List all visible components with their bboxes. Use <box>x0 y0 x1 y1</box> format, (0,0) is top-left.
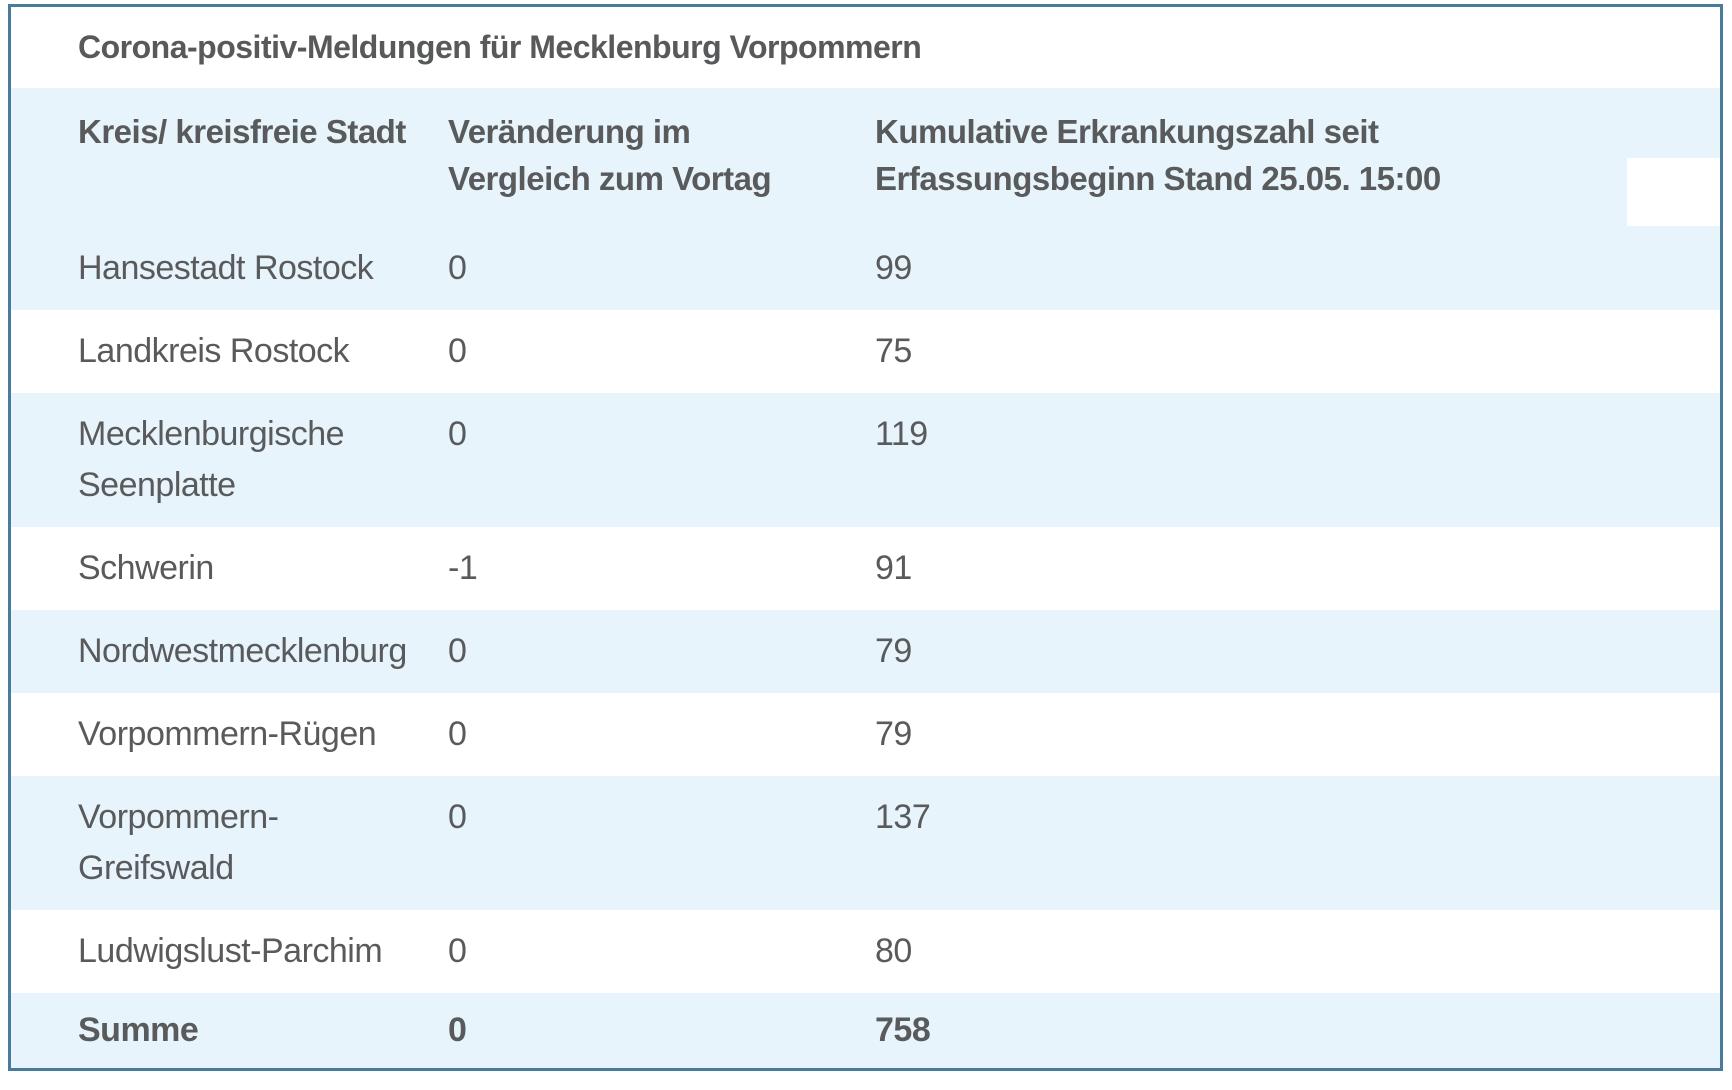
header-line: Erfassungsbeginn Stand 25.05. 15:00 <box>875 160 1441 197</box>
cell-kumulativ: 80 <box>875 910 1720 993</box>
cell-veraenderung: -1 <box>448 527 875 610</box>
cell-veraenderung: 0 <box>448 610 875 693</box>
table-row: Nordwestmecklenburg 0 79 <box>11 610 1720 693</box>
table-row: Vorpommern-Greifswald 0 137 <box>11 776 1720 910</box>
column-header-kumulativ: Kumulative Erkrankungszahl seit Erfassun… <box>875 88 1720 227</box>
corona-table-panel: Corona-positiv-Meldungen für Mecklenburg… <box>8 4 1723 1071</box>
cell-kreis: Landkreis Rostock <box>11 310 448 393</box>
corona-table: Kreis/ kreisfreie Stadt Veränderung im V… <box>11 88 1720 1068</box>
cell-kumulativ: 119 <box>875 393 1720 527</box>
cell-kreis: Nordwestmecklenburg <box>11 610 448 693</box>
cell-kumulativ: 758 <box>875 993 1720 1068</box>
header-line: Kumulative Erkrankungszahl seit <box>875 113 1379 150</box>
cell-kumulativ: 91 <box>875 527 1720 610</box>
cell-kreis: Vorpommern-Rügen <box>11 693 448 776</box>
cell-kumulativ: 137 <box>875 776 1720 910</box>
column-header-veraenderung: Veränderung im Vergleich zum Vortag <box>448 88 875 227</box>
table-row: Vorpommern-Rügen 0 79 <box>11 693 1720 776</box>
header-line: Kreis/ kreisfreie Stadt <box>78 113 406 150</box>
cell-kreis: Schwerin <box>11 527 448 610</box>
column-header-kreis: Kreis/ kreisfreie Stadt <box>11 88 448 227</box>
table-row: Ludwigslust-Parchim 0 80 <box>11 910 1720 993</box>
cell-kumulativ: 79 <box>875 693 1720 776</box>
cell-kumulativ: 75 <box>875 310 1720 393</box>
cell-kumulativ: 79 <box>875 610 1720 693</box>
cell-kumulativ: 99 <box>875 227 1720 310</box>
table-title: Corona-positiv-Meldungen für Mecklenburg… <box>11 7 1720 88</box>
header-line: Veränderung im <box>448 113 691 150</box>
cell-veraenderung: 0 <box>448 227 875 310</box>
summary-row: Summe 0 758 <box>11 993 1720 1068</box>
cell-kreis: Summe <box>11 993 448 1068</box>
header-line: Vergleich zum Vortag <box>448 160 772 197</box>
cell-kreis: Mecklenburgische Seenplatte <box>11 393 448 527</box>
cell-veraenderung: 0 <box>448 393 875 527</box>
table-row: Schwerin -1 91 <box>11 527 1720 610</box>
table-row: Landkreis Rostock 0 75 <box>11 310 1720 393</box>
header-row: Kreis/ kreisfreie Stadt Veränderung im V… <box>11 88 1720 227</box>
table-row: Hansestadt Rostock 0 99 <box>11 227 1720 310</box>
cell-kreis: Vorpommern-Greifswald <box>11 776 448 910</box>
cell-veraenderung: 0 <box>448 693 875 776</box>
cell-veraenderung: 0 <box>448 310 875 393</box>
cell-veraenderung: 0 <box>448 993 875 1068</box>
cell-veraenderung: 0 <box>448 910 875 993</box>
cell-veraenderung: 0 <box>448 776 875 910</box>
white-overlay-box <box>1627 158 1720 226</box>
cell-kreis: Hansestadt Rostock <box>11 227 448 310</box>
cell-kreis: Ludwigslust-Parchim <box>11 910 448 993</box>
table-row: Mecklenburgische Seenplatte 0 119 <box>11 393 1720 527</box>
